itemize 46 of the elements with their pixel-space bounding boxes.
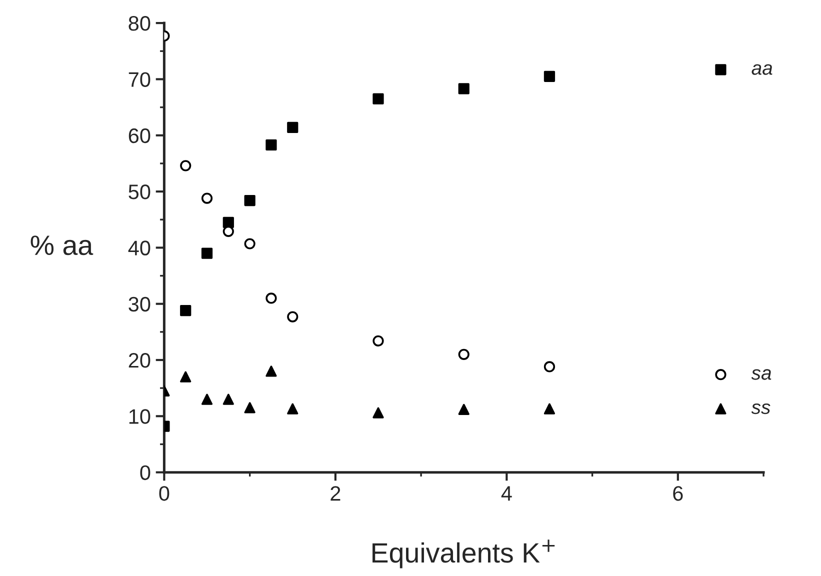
point <box>544 361 556 372</box>
y-tick-label: 50 <box>128 184 150 200</box>
y-tick-label: 40 <box>128 240 150 256</box>
point <box>266 139 277 150</box>
point <box>372 93 384 104</box>
point <box>372 407 384 418</box>
series-label: sa <box>751 369 772 380</box>
y-tick-label: 30 <box>128 296 150 312</box>
point <box>201 248 213 259</box>
x-axis-title: Equivalents K$^{+}$ <box>372 540 555 568</box>
point <box>372 335 384 346</box>
point <box>544 70 556 82</box>
point <box>180 305 192 316</box>
point <box>287 403 298 414</box>
point <box>458 404 470 415</box>
point <box>222 394 234 405</box>
point <box>180 371 192 382</box>
y-tick-label: 80 <box>128 16 150 31</box>
series-label: aa <box>752 64 772 75</box>
point <box>544 403 556 414</box>
x-tick-label: 0 <box>159 486 170 501</box>
point <box>180 160 192 172</box>
point <box>266 292 277 304</box>
point <box>715 369 726 380</box>
point <box>458 83 470 94</box>
point <box>244 402 256 414</box>
y-tick-label: 70 <box>128 72 150 87</box>
x-tick-label: 4 <box>501 486 512 501</box>
y-tick-label: 20 <box>128 353 150 368</box>
point <box>244 238 256 250</box>
y-tick-label: 60 <box>128 128 150 144</box>
point <box>715 64 726 76</box>
y-tick-label: 10 <box>129 409 150 424</box>
y-tick-label: 0 <box>140 465 150 480</box>
y-axis-title: % aa <box>30 236 94 256</box>
point <box>244 194 256 206</box>
x-tick-label: 6 <box>673 486 683 501</box>
point <box>201 192 213 204</box>
point <box>201 394 213 405</box>
series-label: ss <box>751 403 770 414</box>
x-tick-label: 2 <box>330 486 340 501</box>
point <box>287 122 298 134</box>
point <box>287 311 298 322</box>
point <box>266 366 277 377</box>
point <box>458 348 470 360</box>
point <box>715 403 726 414</box>
